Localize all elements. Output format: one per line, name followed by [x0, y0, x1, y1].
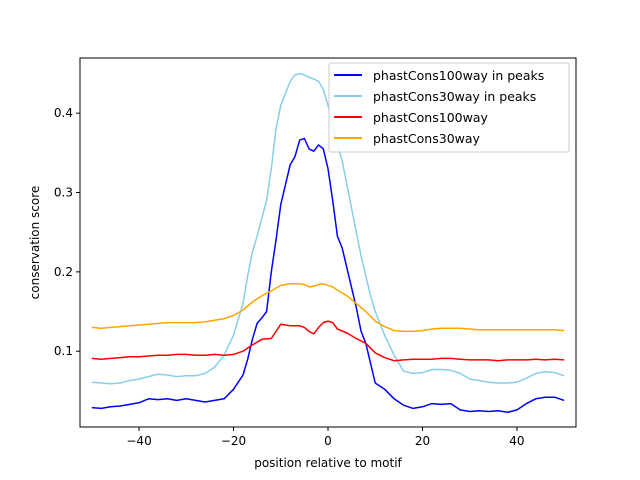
- y-axis-ticks: 0.1 0.2 0.3 0.4: [54, 106, 80, 358]
- x-axis-label: position relative to motif: [254, 456, 402, 470]
- series-line-2: [91, 72, 565, 385]
- legend-label: phastCons30way in peaks: [373, 89, 536, 104]
- y-axis-label: conservation score: [28, 186, 42, 300]
- x-tick-label: −20: [221, 434, 246, 448]
- x-axis-ticks: −40 −20 0 20 40: [126, 427, 525, 448]
- y-tick-label: 0.1: [54, 344, 73, 358]
- series-line-1: [91, 137, 565, 414]
- y-tick-label: 0.4: [54, 106, 73, 120]
- series-line-4: [91, 283, 565, 333]
- legend-label: phastCons100way: [373, 110, 488, 125]
- x-tick-label: −40: [126, 434, 151, 448]
- legend-label: phastCons30way: [373, 131, 481, 146]
- series-line-3: [91, 320, 565, 362]
- y-tick-label: 0.3: [54, 186, 73, 200]
- legend-label: phastCons100way in peaks: [373, 68, 544, 83]
- x-tick-label: 40: [509, 434, 524, 448]
- y-tick-label: 0.2: [54, 265, 73, 279]
- legend-box: [328, 62, 570, 153]
- plot-lines: [91, 72, 565, 414]
- x-tick-label: 0: [324, 434, 332, 448]
- x-tick-label: 20: [415, 434, 430, 448]
- legend: phastCons100way in peaks phastCons30way i…: [328, 62, 570, 153]
